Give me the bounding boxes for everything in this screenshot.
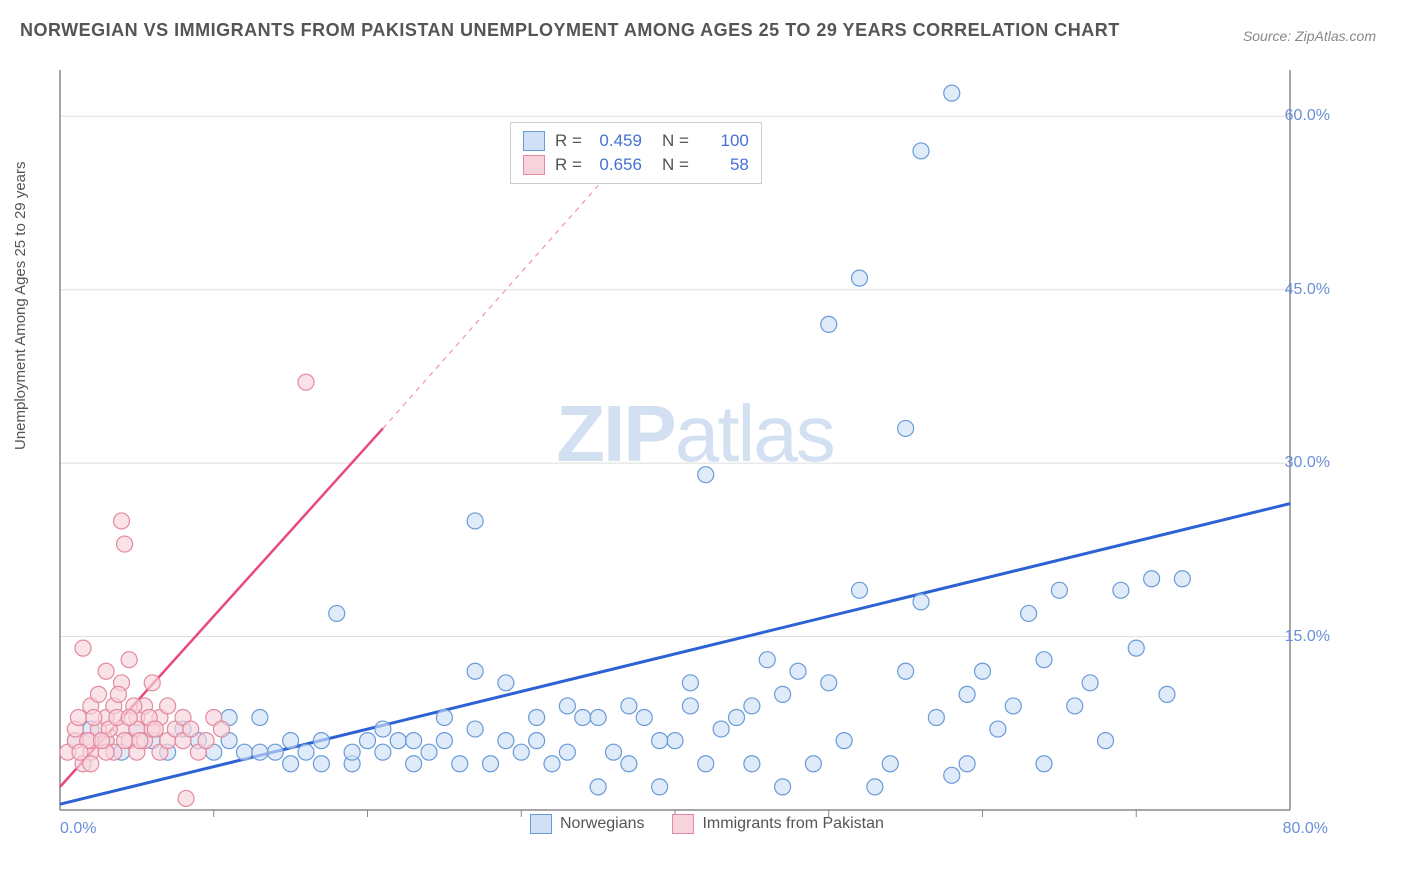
y-tick-label: 30.0%	[1285, 454, 1330, 472]
n-value: 58	[699, 155, 749, 175]
n-value: 100	[699, 131, 749, 151]
legend-item: Norwegians	[530, 814, 644, 834]
chart-area: ZIPatlas R = 0.459 N = 100 R = 0.656 N =…	[50, 60, 1340, 840]
legend-item: Immigrants from Pakistan	[672, 814, 883, 834]
y-axis-label: Unemployment Among Ages 25 to 29 years	[12, 161, 29, 450]
r-value: 0.656	[592, 155, 642, 175]
y-tick-label: 15.0%	[1285, 628, 1330, 646]
chart-title: NORWEGIAN VS IMMIGRANTS FROM PAKISTAN UN…	[20, 20, 1120, 41]
legend-label: Immigrants from Pakistan	[702, 815, 883, 833]
legend-swatch	[530, 814, 552, 834]
legend-label: Norwegians	[560, 815, 644, 833]
n-label: N =	[662, 155, 689, 175]
x-tick-label: 80.0%	[1283, 820, 1328, 838]
correlation-legend: R = 0.459 N = 100 R = 0.656 N = 58	[510, 122, 762, 184]
legend-stat-row: R = 0.656 N = 58	[523, 153, 749, 177]
x-tick-label: 0.0%	[60, 820, 96, 838]
r-label: R =	[555, 131, 582, 151]
source-attribution: Source: ZipAtlas.com	[1243, 28, 1376, 44]
legend-swatch	[523, 155, 545, 175]
y-tick-label: 45.0%	[1285, 281, 1330, 299]
legend-stat-row: R = 0.459 N = 100	[523, 129, 749, 153]
legend-swatch	[523, 131, 545, 151]
r-label: R =	[555, 155, 582, 175]
series-legend: Norwegians Immigrants from Pakistan	[530, 814, 884, 834]
legend-swatch	[672, 814, 694, 834]
y-tick-label: 60.0%	[1285, 107, 1330, 125]
n-label: N =	[662, 131, 689, 151]
r-value: 0.459	[592, 131, 642, 151]
